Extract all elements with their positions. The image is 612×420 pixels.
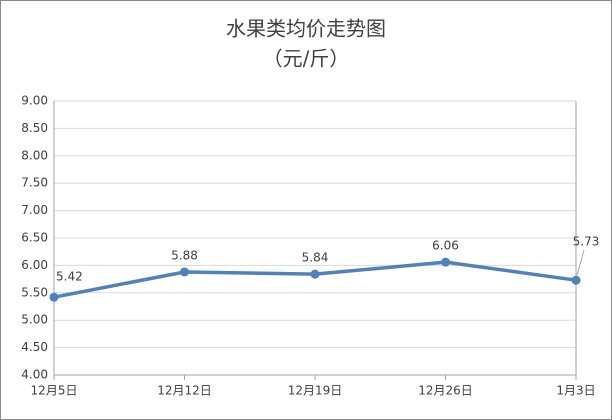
chart-title: 水果类均价走势图 bbox=[226, 17, 386, 41]
y-tick-label: 6.50 bbox=[21, 231, 48, 245]
data-label: 5.84 bbox=[302, 251, 329, 265]
data-label: 5.73 bbox=[573, 235, 600, 249]
y-tick-label: 8.50 bbox=[21, 121, 48, 135]
x-tick-label: 12月12日 bbox=[157, 384, 212, 398]
x-tick-label: 12月19日 bbox=[288, 384, 343, 398]
y-tick-label: 5.00 bbox=[21, 313, 48, 327]
point bbox=[441, 257, 450, 267]
y-tick-label: 5.50 bbox=[21, 285, 48, 299]
y-tick-label: 4.50 bbox=[21, 340, 48, 354]
point bbox=[49, 292, 59, 302]
point bbox=[571, 275, 581, 285]
data-label: 5.88 bbox=[171, 248, 198, 262]
y-tick-label: 8.00 bbox=[21, 148, 48, 162]
x-tick-label: 12月5日 bbox=[31, 384, 78, 398]
point bbox=[310, 269, 320, 279]
y-tick-label: 6.00 bbox=[21, 258, 48, 272]
y-tick-label: 7.50 bbox=[21, 176, 48, 190]
y-tick-label: 7.00 bbox=[21, 203, 48, 217]
data-label: 5.42 bbox=[56, 270, 83, 284]
y-tick-label: 4.00 bbox=[21, 368, 48, 382]
x-tick-label: 1月3日 bbox=[556, 384, 595, 398]
point bbox=[180, 267, 189, 277]
data-label: 6.06 bbox=[432, 239, 459, 253]
chart-subtitle: （元/斤） bbox=[263, 47, 350, 71]
y-tick-label: 9.00 bbox=[21, 94, 48, 108]
leader-line bbox=[576, 250, 585, 276]
x-tick-label: 12月26日 bbox=[418, 384, 473, 398]
